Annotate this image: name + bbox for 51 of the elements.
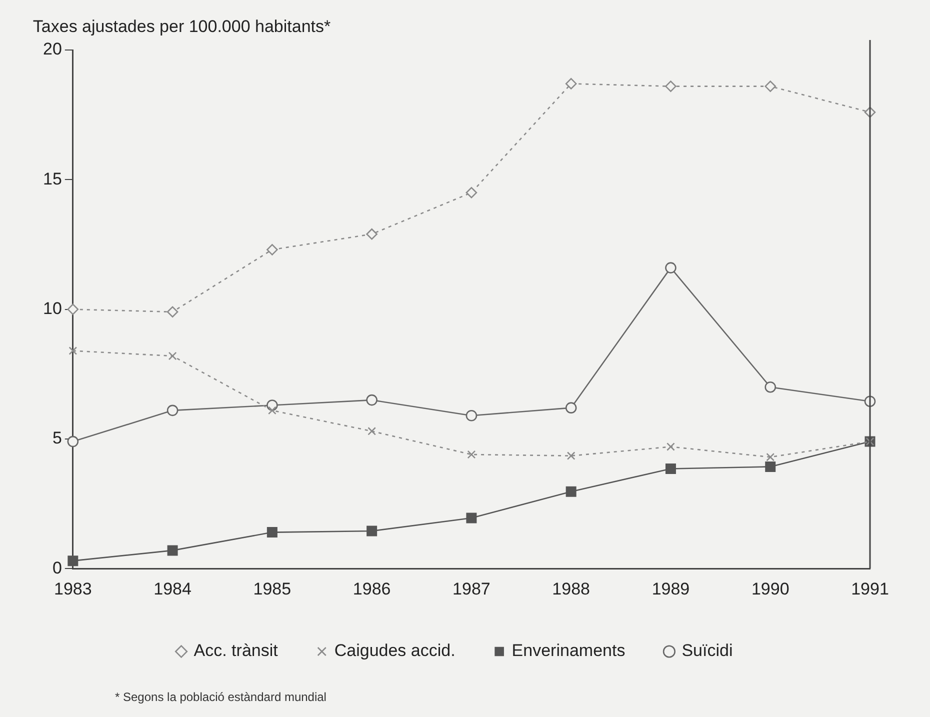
x-tick-label: 1990 xyxy=(751,579,790,598)
point xyxy=(366,394,378,406)
point xyxy=(565,78,577,90)
point xyxy=(366,228,378,240)
point xyxy=(466,410,478,422)
point xyxy=(168,352,177,360)
x-tick-label: 1983 xyxy=(54,579,92,598)
point xyxy=(764,381,776,393)
point xyxy=(166,404,178,416)
y-tick-label: 0 xyxy=(52,558,62,578)
x-tick-label: 1989 xyxy=(652,579,690,598)
point xyxy=(467,450,476,459)
point xyxy=(366,526,378,536)
point xyxy=(67,436,79,448)
point xyxy=(67,304,79,315)
legend-label: Caigudes accid. xyxy=(334,641,456,660)
point xyxy=(167,545,178,556)
point xyxy=(166,306,178,318)
x-tick-label: 1986 xyxy=(352,579,391,598)
point xyxy=(466,186,478,198)
point xyxy=(266,527,278,538)
point xyxy=(665,80,676,92)
legend-label: Enverinaments xyxy=(512,641,626,660)
point xyxy=(68,556,78,566)
legend-label: Suïcidi xyxy=(682,641,733,660)
point xyxy=(268,406,276,415)
text: * Segons la població estàndard mundial xyxy=(115,690,326,704)
y-tick-label: 20 xyxy=(42,40,62,59)
point xyxy=(665,464,676,474)
x-tick-label: 1987 xyxy=(452,579,490,598)
point xyxy=(466,512,477,524)
point xyxy=(566,486,576,497)
point xyxy=(368,426,376,436)
point xyxy=(764,80,776,92)
x-tick-label: 1991 xyxy=(851,579,889,598)
x-tick-label: 1985 xyxy=(253,579,292,598)
y-tick-label: 10 xyxy=(42,298,62,318)
point xyxy=(565,402,577,414)
point xyxy=(765,461,776,472)
point xyxy=(266,244,278,256)
point xyxy=(665,262,676,274)
y-tick-label: 5 xyxy=(52,428,62,448)
legend-label: Acc. trànsit xyxy=(194,641,278,660)
point xyxy=(766,452,775,462)
y-tick-label: 15 xyxy=(42,169,62,188)
point xyxy=(68,346,78,355)
y-axis-title: Taxes ajustades per 100.000 habitants* xyxy=(32,17,331,36)
point xyxy=(566,452,576,460)
x-tick-label: 1984 xyxy=(154,579,192,598)
point xyxy=(666,442,675,451)
x-tick-label: 1988 xyxy=(552,579,590,598)
